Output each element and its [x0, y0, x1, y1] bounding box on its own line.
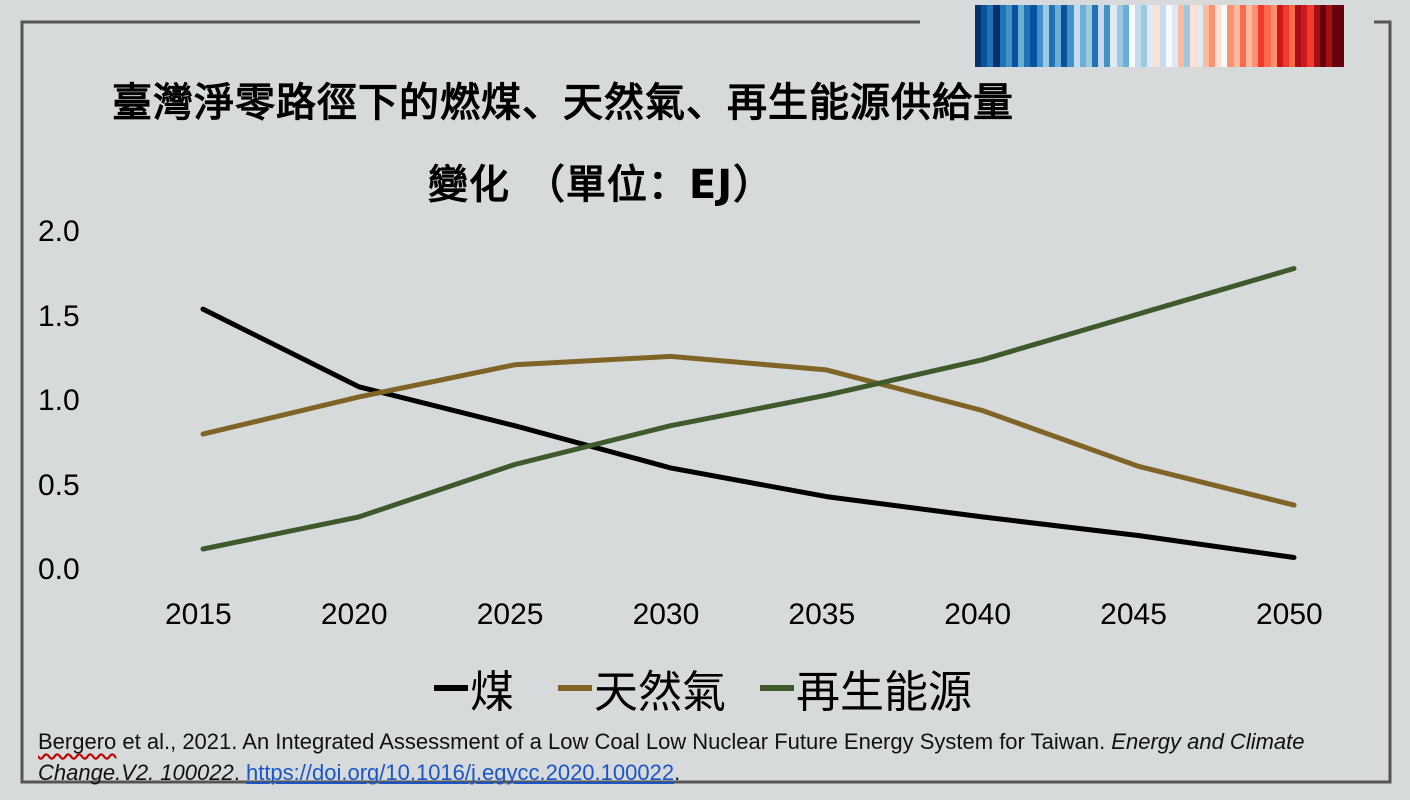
- warming-stripe: [1159, 5, 1166, 67]
- citation-end: .: [674, 760, 681, 785]
- x-tick-label: 2045: [1100, 598, 1167, 631]
- warming-stripe: [1036, 5, 1043, 67]
- warming-stripe: [1048, 5, 1056, 67]
- warming-stripe: [1116, 5, 1123, 67]
- legend-swatch: [760, 685, 794, 691]
- warming-stripe: [987, 5, 994, 67]
- warming-stripe: [1061, 5, 1068, 67]
- warming-stripe: [1239, 5, 1246, 67]
- legend-label: 天然氣: [594, 667, 726, 718]
- legend-swatch: [558, 685, 592, 691]
- warming-stripe: [1085, 5, 1092, 67]
- warming-stripe: [1079, 5, 1086, 67]
- legend-item: 再生能源: [760, 656, 972, 720]
- warming-stripe: [1184, 5, 1191, 67]
- warming-stripe: [1153, 5, 1160, 67]
- citation-text: et al., 2021. An Integrated Assessment o…: [116, 729, 1112, 754]
- warming-stripe: [1055, 5, 1062, 67]
- warming-stripe: [1264, 5, 1271, 67]
- warming-stripe: [1282, 5, 1289, 67]
- warming-stripe: [1295, 5, 1302, 67]
- warming-stripe: [1110, 5, 1117, 67]
- citation-separator: .: [233, 760, 246, 785]
- x-tick-label: 2025: [476, 598, 544, 631]
- warming-stripes: [975, 5, 1345, 67]
- x-tick-label: 2050: [1256, 598, 1323, 631]
- warming-stripe: [1024, 5, 1031, 67]
- warming-stripe: [1319, 5, 1326, 67]
- warming-stripe: [1098, 5, 1105, 67]
- y-tick-label: 1.0: [38, 384, 80, 417]
- warming-stripe: [1073, 5, 1080, 67]
- warming-stripe: [981, 5, 988, 67]
- warming-stripe: [999, 5, 1006, 67]
- warming-stripe: [1172, 5, 1179, 67]
- legend-item: 煤: [434, 656, 514, 720]
- warming-stripe: [1005, 5, 1012, 67]
- warming-stripe: [1018, 5, 1025, 67]
- warming-stripe: [1178, 5, 1185, 67]
- warming-stripe: [1190, 5, 1197, 67]
- warming-stripe: [1128, 5, 1136, 67]
- warming-stripe: [1245, 5, 1253, 67]
- x-tick-label: 2020: [320, 598, 388, 631]
- warming-stripe: [1325, 5, 1333, 67]
- warming-stripe: [1165, 5, 1172, 67]
- warming-stripe: [1104, 5, 1111, 67]
- warming-stripe: [1202, 5, 1209, 67]
- y-tick-label: 1.5: [38, 299, 80, 333]
- warming-stripe: [1276, 5, 1283, 67]
- warming-stripe: [975, 5, 982, 67]
- warming-stripe: [993, 5, 1000, 67]
- chart-title-line-1: 臺灣淨零路徑下的燃煤、天然氣、再生能源供給量: [112, 80, 1014, 126]
- warming-stripe: [1221, 5, 1228, 67]
- warming-stripe: [1338, 5, 1345, 67]
- warming-stripe: [1141, 5, 1148, 67]
- legend-label: 煤: [470, 667, 514, 718]
- citation: Bergero et al., 2021. An Integrated Asse…: [38, 726, 1368, 788]
- x-tick-label: 2030: [632, 598, 700, 631]
- warming-stripe: [1301, 5, 1308, 67]
- y-tick-label: 2.0: [38, 215, 80, 248]
- warming-stripe: [1233, 5, 1240, 67]
- warming-stripe: [1135, 5, 1142, 67]
- x-tick-label: 2035: [788, 598, 856, 631]
- warming-stripe: [1042, 5, 1049, 67]
- doi-link[interactable]: https://doi.org/10.1016/j.egycc.2020.100…: [245, 760, 675, 785]
- warming-stripe: [1270, 5, 1277, 67]
- warming-stripe: [1288, 5, 1296, 67]
- warming-stripe: [1091, 5, 1099, 67]
- warming-stripe: [1313, 5, 1320, 67]
- x-tick-label: 2015: [165, 598, 232, 631]
- warming-stripe: [1030, 5, 1037, 67]
- series-line-再生能源: [200, 266, 1297, 552]
- chart-title-line-2: 變化 （單位：EJ）: [428, 162, 775, 208]
- warming-stripe: [1011, 5, 1019, 67]
- y-tick-label: 0.5: [38, 468, 80, 502]
- warming-stripe: [1067, 5, 1074, 67]
- x-tick-label: 2040: [944, 598, 1012, 631]
- warming-stripe: [1122, 5, 1129, 67]
- warming-stripe: [1215, 5, 1222, 67]
- citation-author: Bergero: [38, 729, 117, 754]
- y-tick-label: 0.0: [38, 553, 80, 586]
- warming-stripe: [1258, 5, 1265, 67]
- citation-journal: Energy and Climate Change.V2. 100022: [38, 729, 1305, 785]
- legend-item: 天然氣: [558, 656, 726, 720]
- warming-stripe: [1208, 5, 1216, 67]
- legend-label: 再生能源: [796, 667, 972, 718]
- series-line-天然氣: [200, 353, 1297, 508]
- legend-swatch: [434, 685, 468, 691]
- series-line-煤: [200, 306, 1297, 560]
- warming-stripe: [1227, 5, 1234, 67]
- warming-stripe: [1332, 5, 1339, 67]
- warming-stripe: [1252, 5, 1259, 67]
- warming-stripe: [1307, 5, 1314, 67]
- warming-stripe: [1147, 5, 1154, 67]
- warming-stripe: [1196, 5, 1203, 67]
